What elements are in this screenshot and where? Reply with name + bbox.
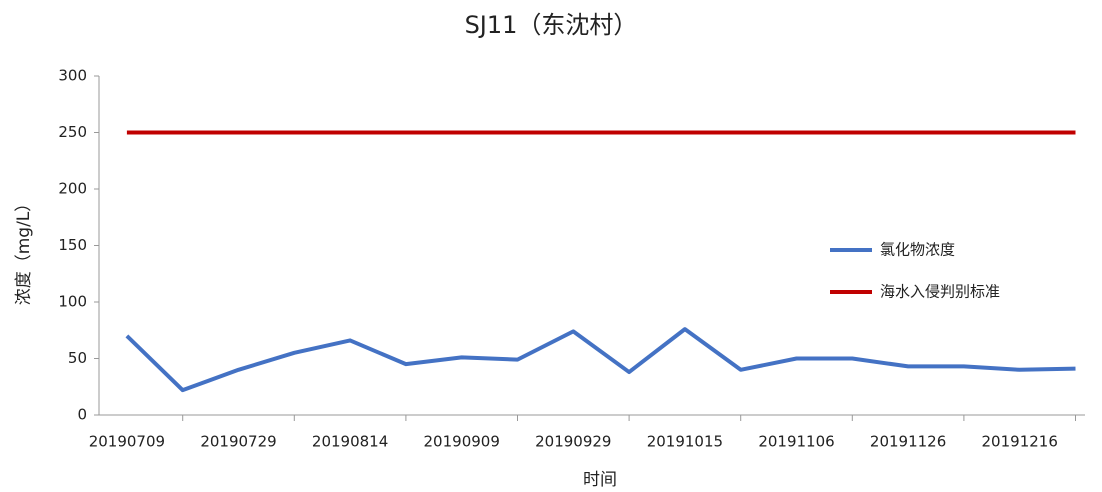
x-tick-label: 20190709: [89, 433, 165, 451]
x-axis-title: 时间: [583, 470, 617, 490]
y-tick-label: 150: [58, 236, 87, 254]
chart-title: SJ11（东沈村）: [465, 11, 638, 39]
x-tick-label: 20190814: [312, 433, 388, 451]
x-tick-label: 20190909: [424, 433, 500, 451]
legend-label: 氯化物浓度: [880, 241, 955, 259]
y-tick-label: 100: [58, 293, 87, 311]
y-tick-label: 250: [58, 123, 87, 141]
x-tick-label: 20191106: [758, 433, 834, 451]
legend-label: 海水入侵判别标准: [880, 283, 1000, 301]
x-tick-label: 20190929: [535, 433, 611, 451]
x-tick-label: 20190729: [200, 433, 276, 451]
series-line: [125, 327, 1076, 393]
y-tick-label: 0: [77, 406, 87, 424]
y-tick-label: 50: [68, 349, 87, 367]
x-tick-label: 20191126: [870, 433, 946, 451]
y-tick-label: 200: [58, 180, 87, 198]
x-tick-label: 20191015: [647, 433, 723, 451]
y-tick-label: 300: [58, 67, 87, 85]
y-axis-title: 浓度（mg/L）: [14, 195, 34, 306]
x-tick-label: 20191216: [982, 433, 1058, 451]
